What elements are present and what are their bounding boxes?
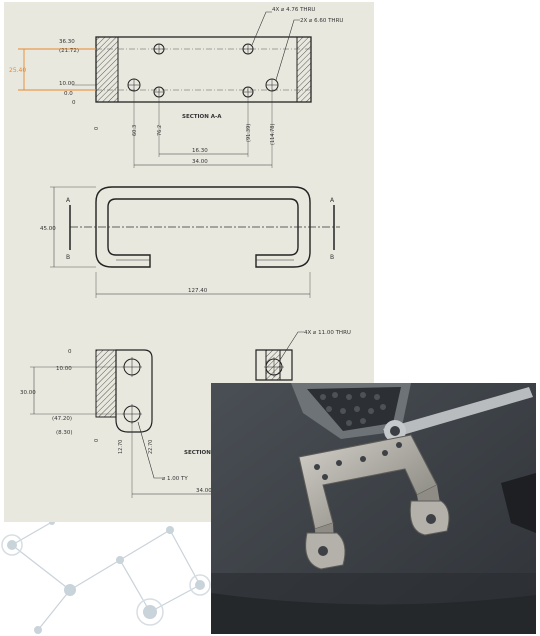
bracket-profile (95, 186, 311, 268)
dim-bottom-span: 34.00 (196, 488, 212, 494)
drawing-canvas: 4X ⌀ 4.76 THRU 2X ⌀ 6.60 THRU 36.30 (21.… (9, 7, 351, 498)
left-hatched-wall (95, 36, 119, 103)
callout-4x-hole: 4X ⌀ 4.76 THRU (272, 7, 315, 13)
callout-4x-11-hole: 4X ⌀ 11.00 THRU (304, 330, 351, 336)
dim-bottom-left-4: (8.30) (56, 430, 73, 436)
dim-top-left-2: (21.72) (59, 48, 79, 54)
dark-object (501, 473, 536, 533)
dim-plan-width: 127.40 (188, 288, 208, 294)
hole (122, 357, 142, 377)
dim-bottom-left-3: (47.20) (52, 416, 72, 422)
dim-vert-3: 76.2 (157, 125, 163, 136)
callout-1-hole: ⌀ 1.00 TY (162, 476, 188, 482)
dim-top-left-3: 10.00 (59, 81, 75, 87)
section-letter: B (66, 254, 70, 261)
right-hatched-wall (296, 36, 312, 103)
dim-bottom-vert-3: 22.70 (148, 440, 154, 454)
dim-span-small: 16.30 (192, 148, 208, 154)
dim-plan-height: 45.00 (40, 226, 56, 232)
section-a-outline (95, 36, 312, 103)
hole (264, 357, 284, 377)
callout-2x-hole: 2X ⌀ 6.60 THRU (300, 18, 343, 24)
section-a-label: SECTION A-A (182, 114, 222, 120)
hole (122, 404, 142, 424)
dim-highlight: 25.40 (9, 67, 26, 74)
plan-view: A A B B 45.00 127.40 (40, 186, 340, 298)
section-a-a-view: 4X ⌀ 4.76 THRU 2X ⌀ 6.60 THRU 36.30 (21.… (9, 7, 343, 168)
dim-top-left-1: 36.30 (59, 39, 75, 45)
hole (242, 86, 254, 98)
section-letter: A (66, 197, 71, 204)
dim-bottom-left-1: 0 (68, 349, 72, 355)
hole (153, 86, 165, 98)
dim-vert-2: 60.3 (132, 125, 138, 136)
hole (127, 78, 141, 92)
section-b-label: SECTION (184, 450, 211, 456)
dim-vert-1: 0 (94, 127, 100, 130)
parts-tray (291, 383, 411, 439)
section-letter: A (330, 197, 335, 204)
hole (242, 43, 254, 55)
dim-bottom-left-2: 10.00 (56, 366, 72, 372)
dim-vert-5: (114.78) (270, 124, 276, 145)
hole (153, 43, 165, 55)
dim-vert-4: (91.39) (246, 124, 252, 142)
hole (265, 78, 279, 92)
dim-bottom-vert-1: 0 (94, 439, 100, 442)
section-letter: B (330, 254, 334, 261)
wrench (383, 387, 533, 442)
metal-bracket (298, 434, 450, 570)
photo-illustration (211, 383, 536, 634)
bracket-photo (211, 383, 536, 634)
dim-bottom-height: 30.00 (20, 390, 36, 396)
section-b-b-view: 4X ⌀ 11.00 THRU 0 10.00 (47.20) (8.30) 3… (20, 330, 351, 498)
dim-span-large: 34.00 (192, 159, 208, 165)
dim-top-left-5: 0 (72, 100, 76, 106)
highlighted-dimension: 25.40 (9, 48, 96, 91)
dim-bottom-vert-2: 12.70 (118, 440, 124, 454)
dim-top-left-4: 0.0 (64, 91, 73, 97)
